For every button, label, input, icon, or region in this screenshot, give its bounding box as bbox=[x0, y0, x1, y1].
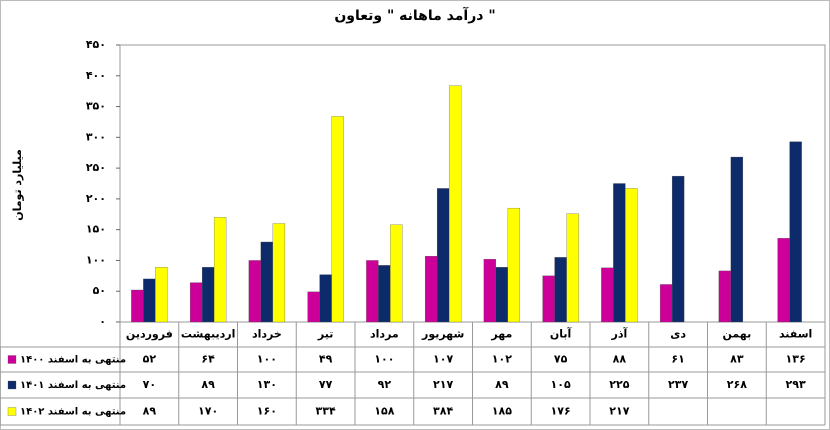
x-tick-label: فروردین bbox=[126, 328, 173, 341]
table-value: ۱۸۵ bbox=[492, 405, 512, 418]
bar bbox=[507, 207, 521, 323]
y-tick-label: ۱۰۰ bbox=[86, 253, 106, 266]
y-tick-label: ۴۵۰ bbox=[86, 38, 106, 51]
table-value: ۲۹۳ bbox=[786, 378, 806, 391]
table-value: ۱۰۲ bbox=[492, 353, 512, 366]
y-tick-label: ۰ bbox=[99, 315, 106, 328]
bar bbox=[542, 275, 555, 323]
table-value: ۱۵۸ bbox=[374, 405, 394, 418]
bar bbox=[378, 265, 391, 323]
y-tick-label: ۵۰ bbox=[93, 284, 106, 297]
table-value: ۱۰۷ bbox=[433, 353, 453, 366]
bar bbox=[613, 183, 626, 323]
bar bbox=[143, 278, 156, 323]
bar bbox=[307, 291, 320, 323]
bar bbox=[436, 188, 450, 323]
bar bbox=[390, 224, 403, 323]
legend-swatch bbox=[7, 380, 17, 390]
bar bbox=[155, 267, 168, 323]
table-value: ۳۳۴ bbox=[316, 405, 336, 418]
table-value: ۱۷۰ bbox=[198, 405, 218, 418]
y-tick-label: ۳۰۰ bbox=[86, 130, 106, 143]
table-value: ۳۸۴ bbox=[433, 405, 453, 418]
bar bbox=[777, 238, 790, 323]
bar bbox=[189, 282, 203, 323]
bar bbox=[201, 267, 215, 323]
table-value: ۱۰۰ bbox=[374, 353, 394, 366]
bar bbox=[331, 116, 344, 323]
legend-swatch bbox=[7, 407, 17, 416]
bar bbox=[601, 267, 614, 323]
bar bbox=[730, 156, 744, 323]
table-value: ۶۴ bbox=[201, 353, 215, 366]
x-tick-label: مرداد bbox=[370, 328, 399, 341]
y-tick-label: ۴۰۰ bbox=[86, 69, 106, 82]
x-tick-label: تیر bbox=[317, 328, 333, 341]
table-value: ۹۲ bbox=[378, 378, 392, 391]
x-tick-label: مهر bbox=[490, 328, 512, 341]
bar bbox=[366, 260, 379, 323]
bar bbox=[495, 267, 509, 323]
bar bbox=[424, 255, 438, 323]
x-tick-label: اردیبهشت bbox=[181, 328, 235, 341]
table-value: ۶۱ bbox=[671, 353, 684, 366]
bar bbox=[789, 141, 802, 323]
bar bbox=[131, 289, 144, 323]
legend-label: منتهی به اسفند ۱۴۰۲ bbox=[20, 407, 126, 418]
table-value: ۲۳۷ bbox=[668, 378, 688, 391]
bar bbox=[671, 175, 685, 323]
x-tick-label: آذر bbox=[611, 327, 628, 341]
bar bbox=[319, 274, 332, 323]
y-tick-label: ۲۰۰ bbox=[86, 192, 106, 205]
table-value: ۲۱۷ bbox=[433, 378, 453, 391]
x-tick-label: خرداد bbox=[252, 328, 282, 341]
table-value: ۲۱۷ bbox=[609, 405, 629, 418]
table-value: ۱۰۰ bbox=[257, 353, 277, 366]
table-value: ۸۸ bbox=[613, 353, 627, 366]
table-value: ۱۷۶ bbox=[551, 405, 571, 418]
bar bbox=[213, 217, 227, 323]
table-value: ۸۹ bbox=[201, 378, 215, 391]
y-axis-label: میلیارد تومان bbox=[11, 149, 24, 221]
legend-label: منتهی به اسفند ۱۴۰۰ bbox=[20, 355, 126, 366]
table-value: ۸۹ bbox=[495, 378, 509, 391]
table-value: ۷۵ bbox=[554, 353, 568, 366]
table-value: ۸۹ bbox=[143, 405, 157, 418]
bar bbox=[272, 223, 286, 323]
bar bbox=[659, 284, 673, 323]
x-tick-label: دی bbox=[670, 328, 686, 341]
x-tick-label: آبان bbox=[550, 327, 572, 341]
x-tick-label: اسفند bbox=[779, 328, 812, 341]
table-value: ۱۰۵ bbox=[551, 378, 571, 391]
x-tick-label: شهریور bbox=[421, 328, 464, 341]
table-value: ۷۷ bbox=[319, 378, 333, 391]
y-tick-label: ۲۵۰ bbox=[86, 161, 106, 174]
bar bbox=[718, 270, 732, 323]
table-value: ۱۳۰ bbox=[257, 378, 277, 391]
bar bbox=[566, 213, 579, 323]
chart-title: درآمد ماهانه " وتعاون " bbox=[334, 6, 495, 24]
y-tick-label: ۱۵۰ bbox=[86, 223, 106, 236]
table-value: ۲۲۵ bbox=[609, 378, 629, 391]
legend-label: منتهی به اسفند ۱۴۰۱ bbox=[20, 380, 126, 391]
table-value: ۵۲ bbox=[143, 353, 157, 366]
bar bbox=[260, 241, 274, 323]
table-value: ۴۹ bbox=[319, 353, 333, 366]
y-tick-label: ۳۵۰ bbox=[86, 100, 106, 113]
x-tick-label: بهمن bbox=[723, 328, 752, 341]
bar bbox=[554, 257, 567, 323]
table-value: ۱۳۶ bbox=[786, 353, 806, 366]
bar bbox=[483, 259, 497, 323]
bar bbox=[448, 85, 462, 323]
bar bbox=[625, 188, 638, 323]
table-value: ۷۰ bbox=[143, 378, 156, 391]
bar bbox=[248, 260, 262, 323]
table-value: ۲۶۸ bbox=[727, 378, 747, 391]
table-value: ۸۳ bbox=[730, 353, 744, 366]
table-value: ۱۶۰ bbox=[257, 405, 277, 418]
legend-swatch bbox=[7, 355, 17, 364]
